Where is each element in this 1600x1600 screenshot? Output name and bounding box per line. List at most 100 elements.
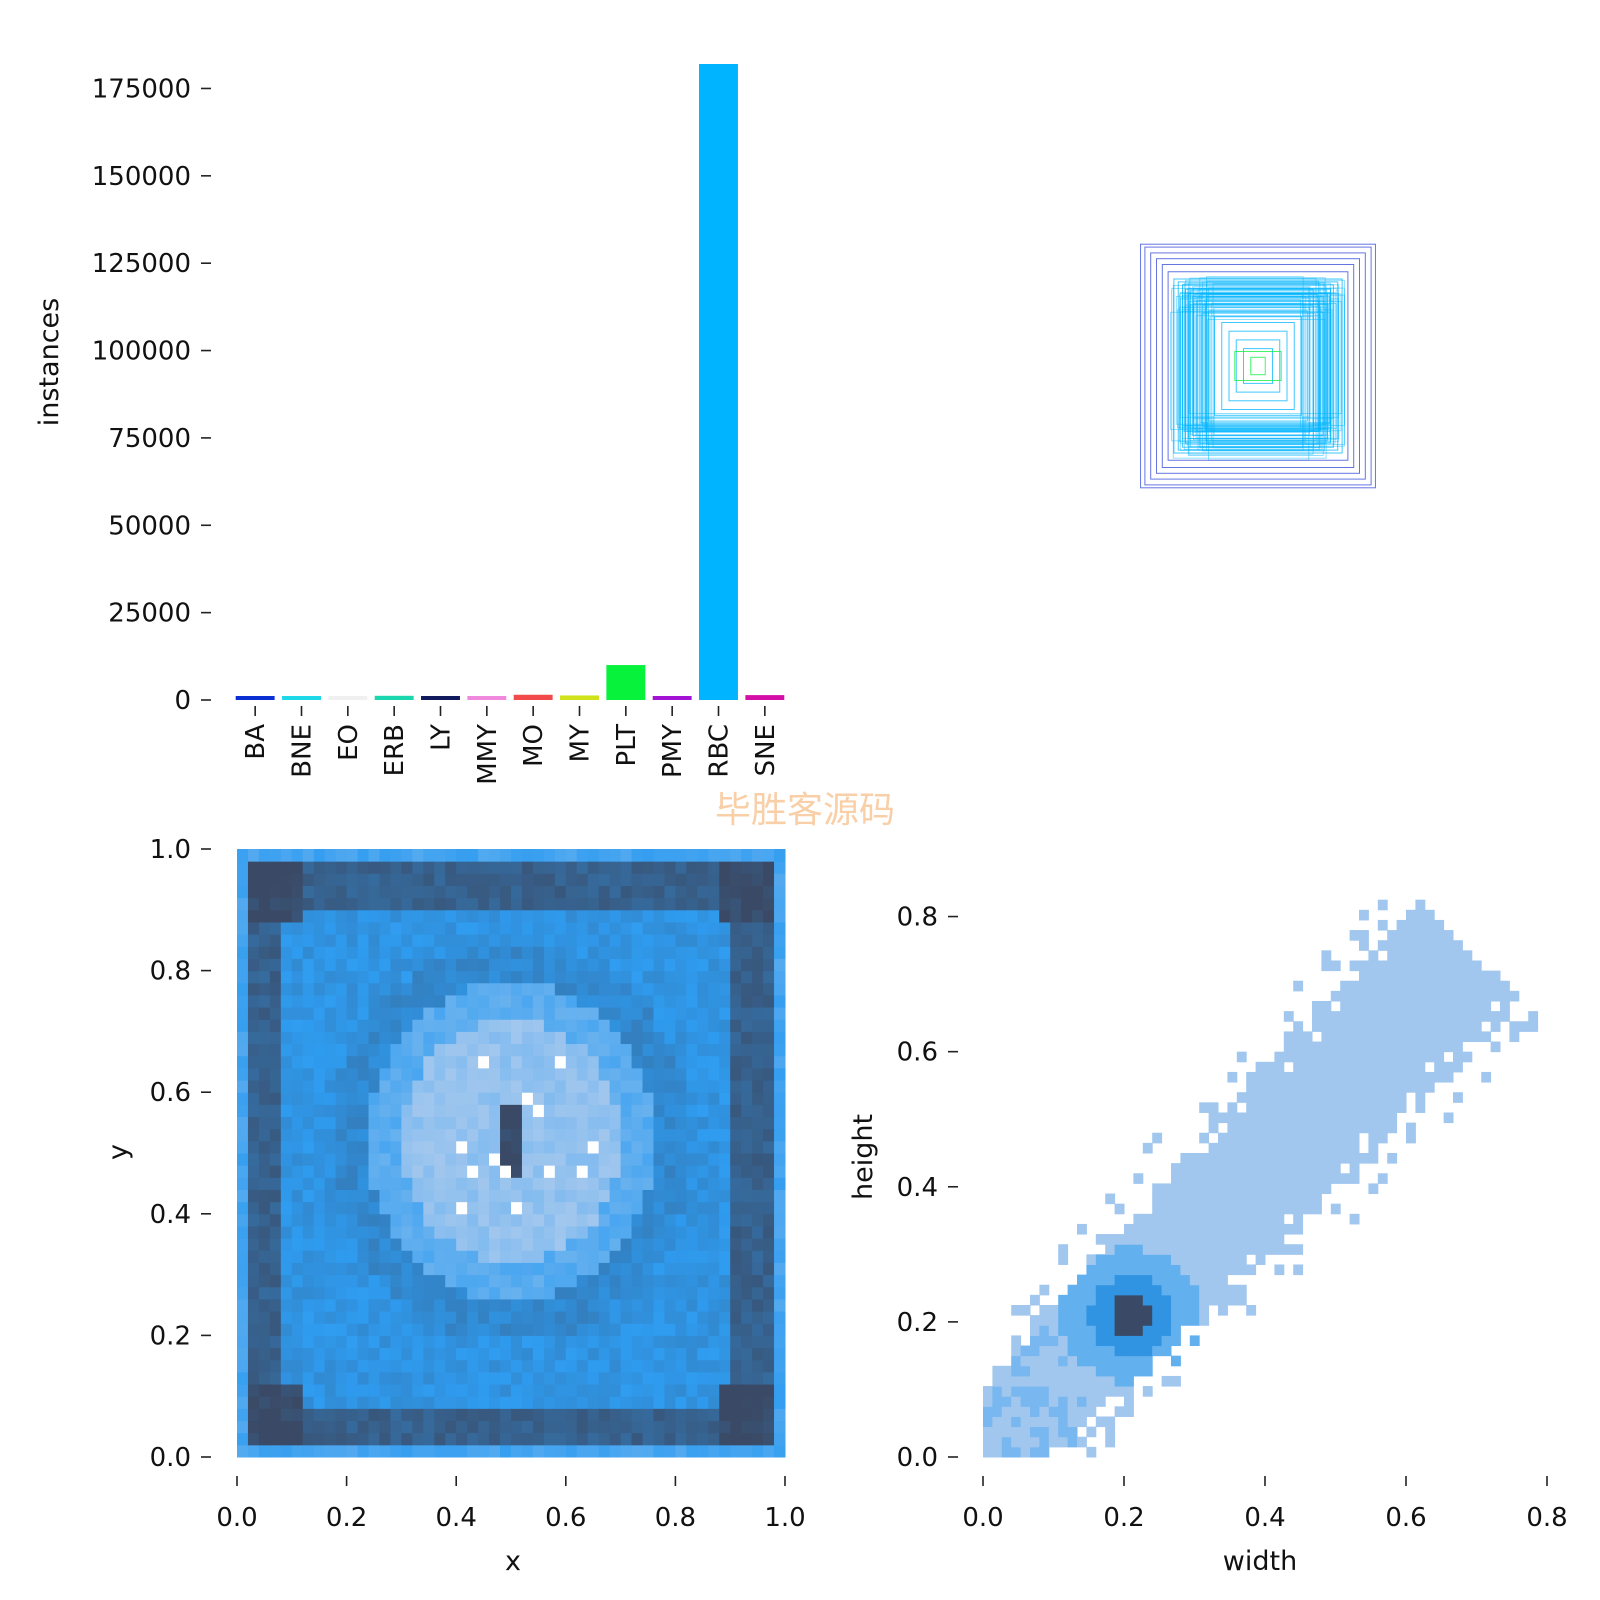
xy-heatmap-cell [313,970,326,984]
wh-heatmap-cell [1424,1031,1435,1043]
wh-heatmap-cell [1058,1396,1069,1407]
wh-heatmap-cell [1077,1436,1087,1448]
xy-heatmap-cell [686,1140,698,1154]
wh-heatmap-cell [1265,1173,1275,1184]
xy-heatmap-cell [478,1286,490,1300]
wh-heatmap-cell [1124,1406,1134,1417]
xy-heatmap-cell [456,1262,468,1276]
xy-heatmap-cell [423,1031,435,1045]
xy-heatmap-cell [631,1396,644,1409]
wh-y-tick-label: 0.4 [897,1173,938,1203]
xy-heatmap-cell [686,934,698,947]
xy-heatmap-cell [489,1140,501,1154]
xy-heatmap-cell [521,1286,534,1300]
xy-heatmap-cell [302,897,315,911]
xy-heatmap-cell [478,1274,490,1288]
xy-heatmap-cell [269,1177,282,1190]
xy-heatmap-cell [302,1444,315,1458]
wh-heatmap-cell [1114,1274,1125,1286]
xy-heatmap-cell [445,1019,457,1032]
xy-heatmap-cell [247,970,260,984]
xy-heatmap-cell [357,885,370,899]
xy-heatmap-cell [609,1262,622,1276]
xy-heatmap-cell [401,1177,413,1190]
xy-heatmap-cell [280,1250,293,1263]
wh-y-axis-label: height [848,1114,879,1200]
xy-heatmap-cell [280,1165,293,1178]
wh-heatmap-cell [1086,1274,1097,1286]
xy-heatmap-cell [730,994,742,1008]
xy-heatmap-cell [598,909,611,923]
xy-heatmap-cell [620,1177,633,1190]
xy-heatmap-cell [500,946,512,959]
xy-heatmap-cell [576,1359,589,1373]
xy-heatmap-cell [247,1043,260,1057]
xy-heatmap-cell [741,1007,753,1020]
xy-heatmap-cell [708,921,720,935]
xy-heatmap-cell [565,1444,578,1458]
xy-heatmap-cell [598,1444,611,1458]
wh-heatmap-cell [1095,1375,1106,1387]
xy-heatmap-cell [620,1335,633,1349]
xy-heatmap-cell [423,1286,435,1300]
xy-heatmap-cell [368,1432,380,1446]
xy-heatmap-cell [675,1286,687,1300]
xy-heatmap-cell [434,1067,446,1081]
wh-heatmap-cell [1434,960,1445,972]
xy-y-tick-label: 0.4 [150,1200,191,1230]
wh-heatmap-cell [1462,980,1473,992]
wh-heatmap-cell [1359,990,1369,1002]
xy-heatmap-cell [500,970,512,984]
xy-heatmap-cell [521,1189,534,1203]
wh-heatmap-cell [1189,1203,1200,1215]
xy-heatmap-cell [291,1080,304,1093]
xy-center-heatmap: 0.00.20.40.60.81.0 0.0 0.2 0.4 0.6 0.8 1.0 x … [103,835,806,1577]
xy-heatmap-cell [631,1444,644,1458]
xy-heatmap-cell [631,1128,644,1142]
xy-heatmap-cell [324,1420,337,1434]
xy-heatmap-cell [675,1213,687,1227]
wh-heatmap-cell [1302,1183,1313,1195]
xy-heatmap-cell [598,1311,611,1324]
xy-heatmap-cell [554,1384,567,1397]
wh-heatmap-cell [1180,1274,1191,1286]
wh-heatmap-cell [1274,1163,1285,1174]
xy-heatmap-cell [565,1335,578,1349]
wh-heatmap-cell [1471,970,1482,982]
xy-heatmap-cell [313,982,326,996]
xy-heatmap-cell [379,1031,391,1045]
wh-heatmap-cell [1368,980,1379,992]
wh-heatmap-cell [1490,1041,1501,1053]
xy-heatmap-cell [335,1311,348,1324]
wh-heatmap-cell [1406,970,1416,982]
xy-heatmap-cell [598,1420,611,1434]
wh-heatmap-cell [1067,1386,1078,1397]
xy-heatmap-cell [609,1092,622,1105]
xy-heatmap-cell [543,946,556,959]
xy-heatmap-cell [543,958,556,972]
wh-heatmap-cell [1443,930,1454,941]
xy-heatmap-cell [478,1238,490,1251]
wh-heatmap-cell [1274,1213,1285,1225]
xy-heatmap-cell [631,1092,644,1105]
xy-y-tick-label: 0.0 [150,1443,191,1473]
xy-heatmap-cell [763,946,775,959]
wh-heatmap-cell [1255,1082,1266,1093]
wh-heatmap-cell [1424,1021,1435,1032]
wh-heatmap-cell [983,1446,993,1458]
wh-heatmap-cell [1208,1193,1219,1205]
wh-heatmap-cell [1208,1122,1219,1134]
wh-heatmap-cell [1218,1213,1228,1225]
xy-heatmap-cell [489,1347,501,1361]
xy-heatmap-cell [269,970,282,984]
xy-heatmap-cell [774,946,786,959]
xy-heatmap-cell [247,1335,260,1349]
xy-heatmap-cell [521,1128,534,1142]
wh-heatmap-cell [1265,1213,1275,1225]
label-box [1192,295,1324,437]
wh-heatmap-cell [1424,940,1435,951]
xy-heatmap-cell [302,982,315,996]
xy-heatmap-cell [620,1128,633,1142]
xy-heatmap-cell [642,849,654,862]
xy-heatmap-cell [423,1420,435,1434]
